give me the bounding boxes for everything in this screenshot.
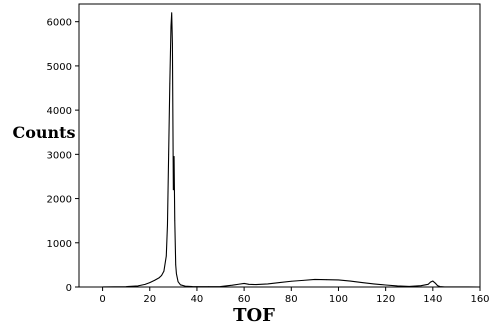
series-point — [239, 283, 240, 285]
x-tick-label: 60 — [238, 294, 251, 305]
series-point — [290, 280, 292, 282]
series-point — [163, 270, 165, 272]
series-point — [338, 279, 339, 281]
series-point — [172, 43, 173, 45]
series-point — [208, 286, 210, 288]
series-point — [349, 280, 351, 282]
x-tick-label: 80 — [285, 294, 298, 305]
y-tick-label: 5000 — [47, 62, 72, 73]
series-point — [231, 284, 233, 286]
series-point — [167, 224, 168, 226]
series-point — [149, 282, 151, 283]
series-point — [154, 279, 155, 281]
series-point — [408, 286, 410, 287]
series-point — [177, 281, 179, 283]
series-line — [102, 12, 481, 288]
series-point — [174, 220, 176, 222]
series-point — [326, 279, 328, 281]
series-point — [302, 279, 304, 281]
series-point — [125, 286, 127, 288]
series-point — [479, 286, 481, 288]
y-tick-label: 4000 — [47, 106, 72, 117]
series-points — [102, 12, 481, 288]
series-point — [180, 284, 181, 286]
y-tick-label: 3000 — [47, 150, 72, 161]
series-point — [169, 83, 171, 84]
x-tick-label: 100 — [329, 294, 348, 305]
series-point — [173, 156, 175, 157]
y-axis-ticks: 0 1000 2000 3000 4000 5000 6000 — [47, 18, 79, 294]
series-point — [161, 275, 162, 276]
series-point — [175, 264, 177, 266]
x-tick-label: 40 — [191, 294, 204, 305]
series-point — [314, 279, 316, 280]
series-point — [172, 189, 174, 191]
series-point — [434, 282, 436, 284]
plot-frame — [78, 3, 481, 288]
series-point — [385, 284, 387, 286]
series-point — [255, 284, 257, 285]
x-tick-label: 0 — [99, 294, 105, 305]
y-tick-label: 2000 — [47, 195, 72, 206]
series-point — [191, 286, 193, 287]
series-point — [137, 285, 139, 287]
series-point — [437, 285, 438, 287]
x-tick-label: 120 — [376, 294, 395, 305]
series-point — [361, 282, 363, 283]
series-point — [220, 286, 221, 287]
series-point — [267, 283, 269, 285]
x-axis-title: TOF — [233, 305, 275, 324]
series-point — [432, 280, 434, 282]
series-point — [102, 286, 103, 288]
series-point — [184, 285, 186, 287]
series-point — [165, 255, 167, 257]
series-point — [456, 286, 457, 288]
series-point — [439, 286, 441, 287]
series-point — [171, 12, 173, 14]
series-point — [444, 286, 446, 288]
series-point — [373, 283, 375, 285]
y-tick-label: 6000 — [47, 18, 72, 29]
series-point — [420, 285, 422, 287]
y-axis-title: Counts — [12, 123, 75, 142]
series-point — [168, 153, 170, 155]
y-tick-label: 0 — [66, 283, 72, 294]
x-tick-label: 140 — [423, 294, 442, 305]
series-point — [176, 273, 177, 275]
series-point — [427, 283, 429, 285]
series-point — [248, 283, 250, 285]
x-tick-label: 20 — [143, 294, 156, 305]
series-point — [397, 285, 398, 287]
series-point — [196, 286, 198, 288]
series-point — [279, 282, 280, 283]
series-point — [158, 277, 160, 279]
series-point — [144, 283, 146, 285]
y-tick-label: 1000 — [47, 239, 72, 250]
x-tick-label: 160 — [470, 294, 489, 305]
x-axis-ticks: 0 20 40 60 80 100 120 140 160 — [99, 287, 490, 305]
series-point — [170, 25, 172, 27]
series-point — [430, 281, 431, 283]
series-point — [467, 286, 469, 288]
series-point — [243, 283, 245, 284]
